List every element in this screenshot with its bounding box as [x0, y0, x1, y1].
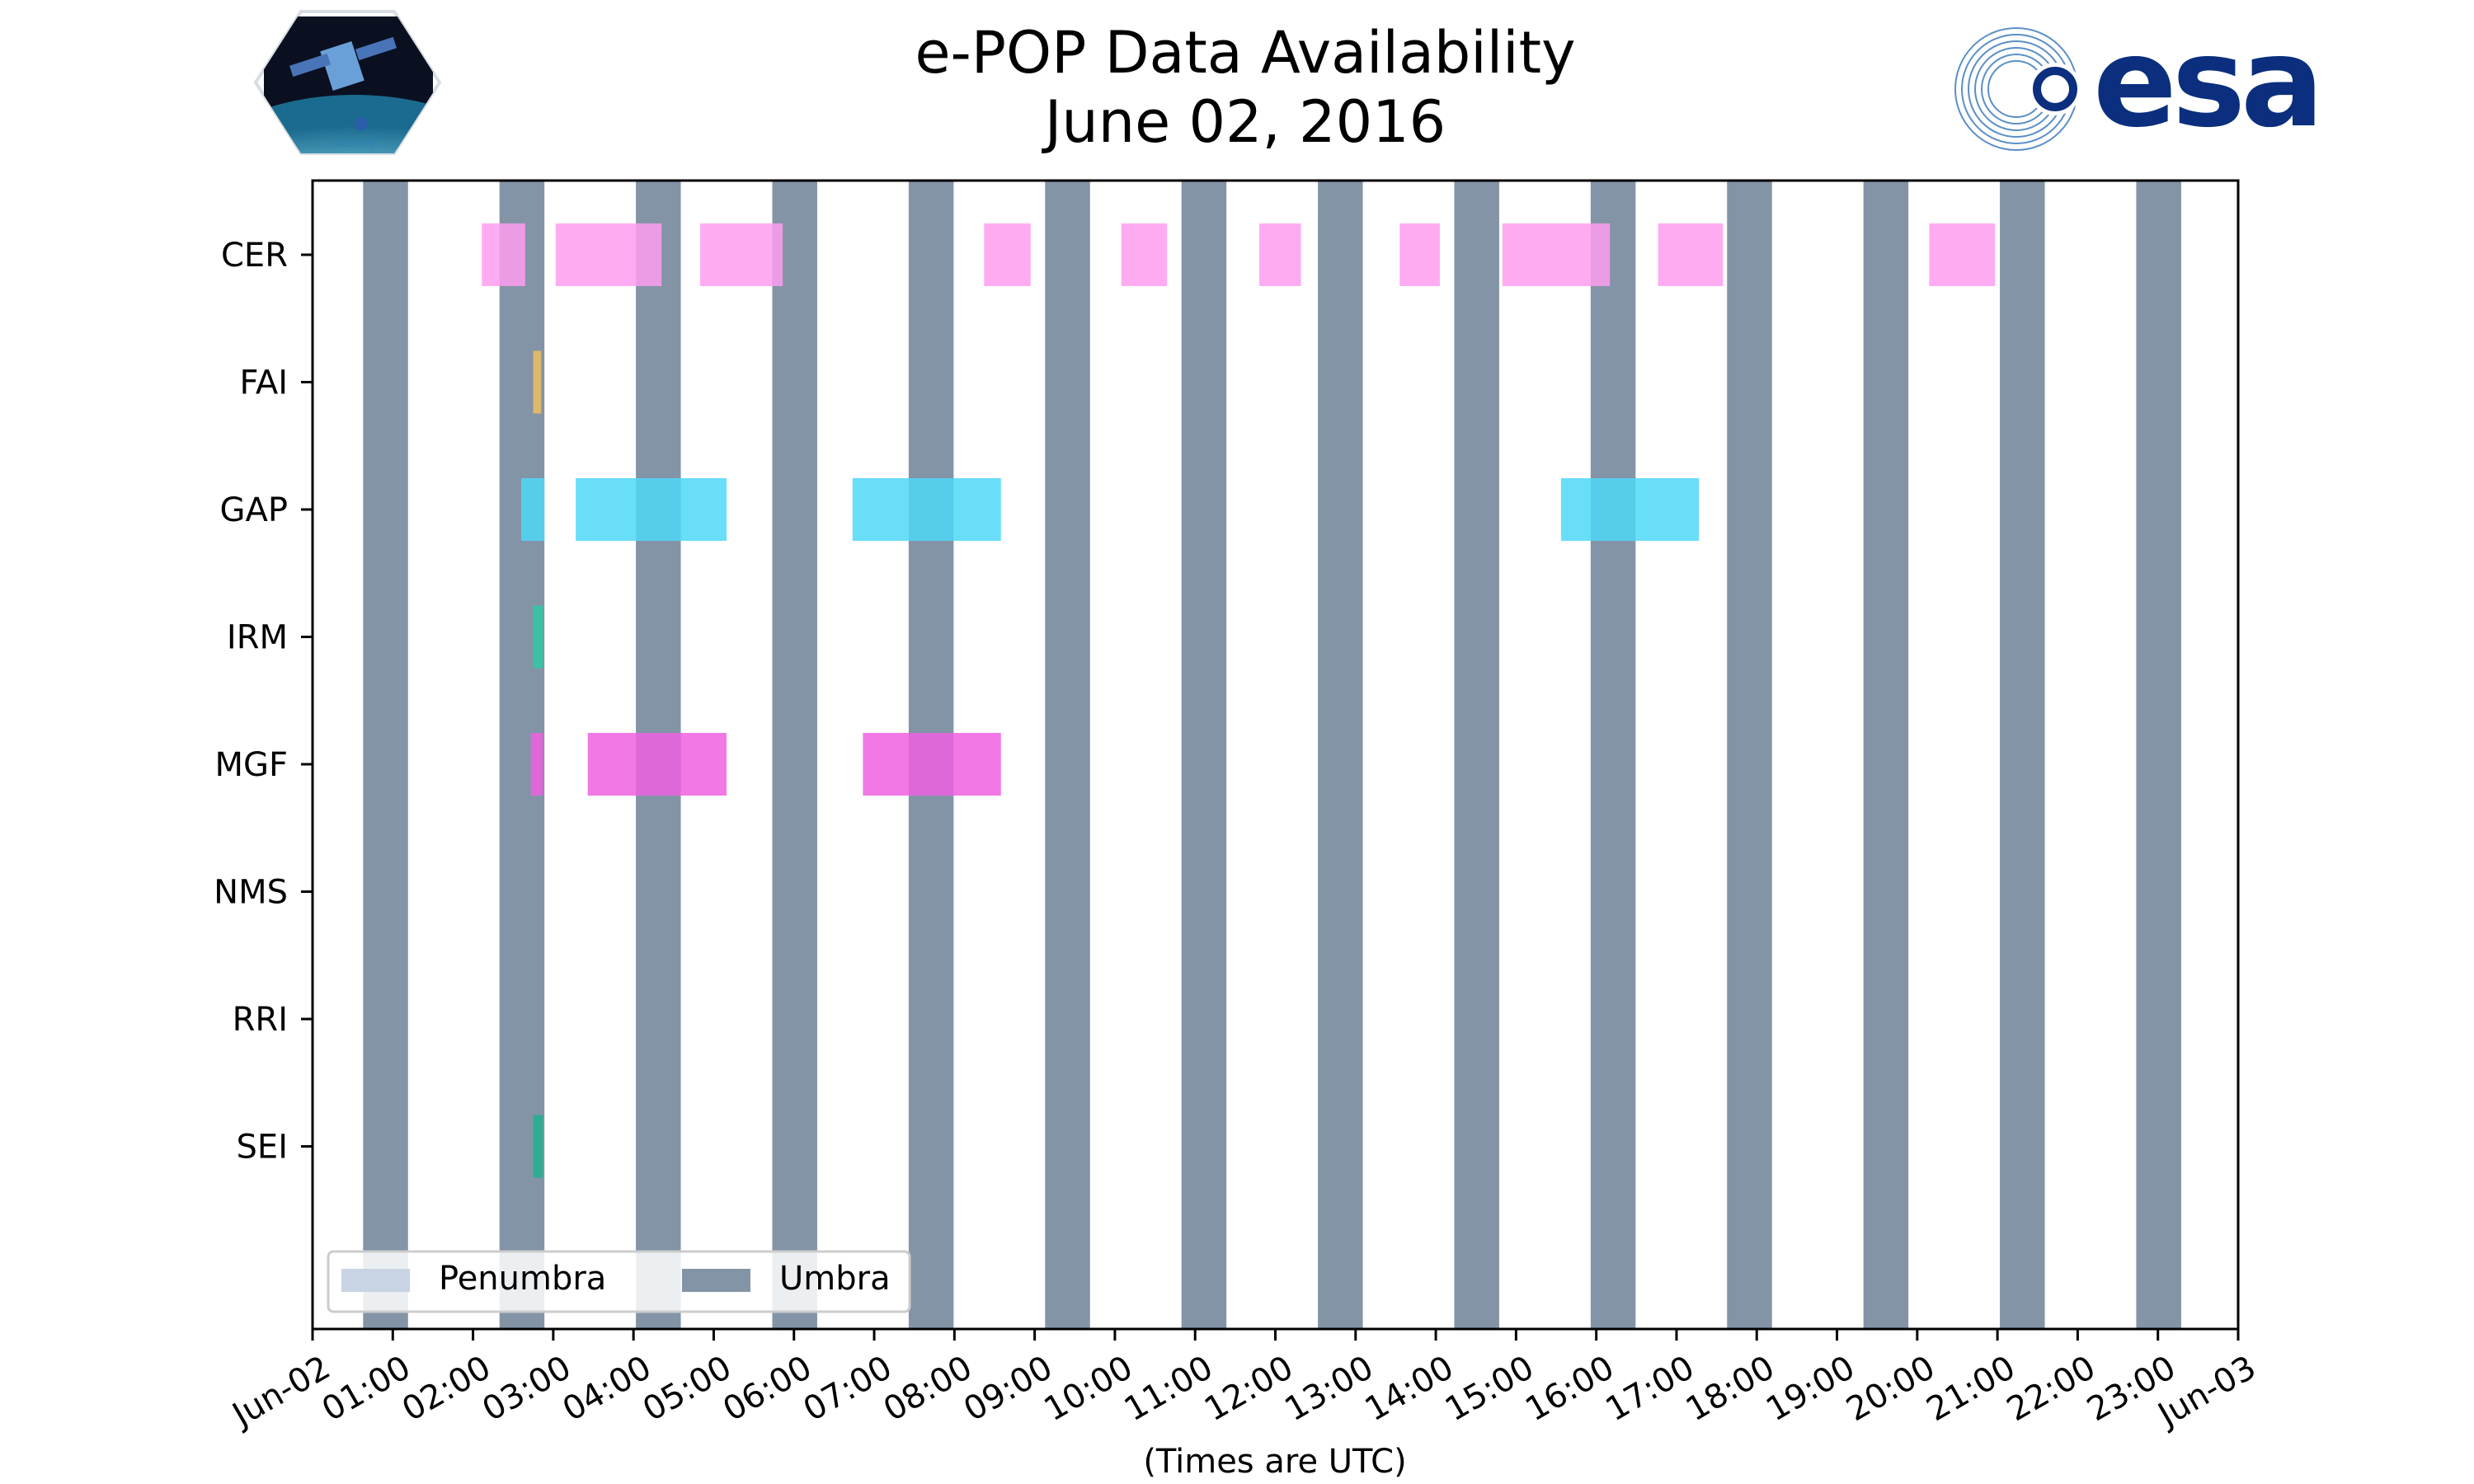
umbra-bar	[2000, 181, 2045, 1329]
x-tick-label: 12:00	[1198, 1349, 1300, 1429]
umbra-bar	[1590, 181, 1636, 1329]
x-tick-label: 11:00	[1118, 1349, 1220, 1429]
legend-box	[327, 1250, 911, 1313]
x-tick-label: 17:00	[1600, 1349, 1701, 1429]
availability-bar-sei	[533, 1115, 543, 1178]
x-tick-label: 15:00	[1439, 1349, 1540, 1429]
esa-logo-text: esa	[2093, 12, 2319, 155]
availability-bar-mgf	[530, 733, 543, 796]
availability-bar-cer	[1121, 223, 1168, 286]
umbra-bar	[1454, 181, 1499, 1329]
x-tick-label: 22:00	[2001, 1349, 2102, 1429]
y-tick-label-irm: IRM	[227, 619, 288, 657]
y-tick-label-mgf: MGF	[214, 746, 288, 784]
availability-bar-gap	[576, 478, 727, 541]
legend: Penumbra Umbra	[327, 1250, 911, 1313]
availability-bar-cer	[482, 223, 525, 286]
umbra-bar	[2136, 181, 2181, 1329]
x-tick-label: 20:00	[1840, 1349, 1941, 1429]
x-tick-label: 08:00	[877, 1349, 979, 1429]
availability-bar-fai	[533, 350, 542, 414]
availability-bar-cer	[1502, 223, 1611, 286]
umbra-bar	[1181, 181, 1227, 1329]
x-tick-label: 09:00	[957, 1349, 1059, 1429]
esa-logo-icon: esa	[1954, 12, 2324, 155]
x-axis-label: (Times are UTC)	[1143, 1443, 1406, 1481]
legend-label-penumbra: Penumbra	[439, 1260, 606, 1298]
availability-bar-gap	[852, 478, 1001, 541]
availability-bar-cer	[1259, 223, 1301, 286]
x-tick-label: 13:00	[1278, 1349, 1380, 1429]
y-tick-label-rri: RRI	[233, 1001, 288, 1039]
y-tick-label-sei: SEI	[237, 1129, 288, 1167]
x-tick-label: 07:00	[797, 1349, 899, 1429]
x-tick-label: 10:00	[1037, 1349, 1139, 1429]
x-tick-label: 21:00	[1921, 1349, 2022, 1429]
legend-swatch-penumbra	[341, 1269, 410, 1292]
x-tick-label: 19:00	[1760, 1349, 1861, 1429]
availability-bar-irm	[533, 605, 543, 669]
x-tick-label: 14:00	[1359, 1349, 1460, 1429]
chart-title: e-POP Data Availability	[915, 19, 1575, 87]
x-tick-label: 06:00	[717, 1349, 818, 1429]
y-tick-label-gap: GAP	[220, 491, 288, 529]
x-tick-label: 03:00	[476, 1349, 577, 1429]
availability-bar-gap	[1560, 478, 1700, 541]
availability-bar-gap	[520, 478, 545, 541]
x-tick-label: Jun-02	[224, 1349, 336, 1435]
availability-bar-mgf	[863, 733, 1001, 796]
cassiope-logo-text: CASSIOPE	[330, 139, 375, 149]
umbra-bar	[363, 181, 408, 1329]
chart-subtitle: June 02, 2016	[1042, 88, 1446, 156]
x-tick-label: 01:00	[316, 1349, 417, 1429]
y-tick-label-cer: CER	[221, 237, 288, 275]
availability-bar-cer	[699, 223, 783, 286]
legend-swatch-umbra	[682, 1269, 750, 1292]
x-tick-label: 18:00	[1680, 1349, 1781, 1429]
umbra-bar	[1727, 181, 1772, 1329]
availability-bar-cer	[1399, 223, 1440, 286]
x-tick-label: 04:00	[557, 1349, 658, 1429]
y-tick-label-nms: NMS	[214, 874, 288, 912]
availability-bar-cer	[1658, 223, 1724, 286]
availability-bar-mgf	[587, 733, 727, 796]
x-tick-label: 05:00	[637, 1349, 738, 1429]
umbra-bar	[1045, 181, 1090, 1329]
availability-bar-cer	[555, 223, 662, 286]
legend-label-umbra: Umbra	[779, 1260, 891, 1298]
umbra-bar	[772, 181, 817, 1329]
availability-bar-cer	[1929, 223, 1996, 286]
umbra-bar	[1318, 181, 1363, 1329]
y-tick-label-fai: FAI	[240, 364, 289, 402]
availability-bar-cer	[984, 223, 1031, 286]
x-tick-label: 16:00	[1519, 1349, 1620, 1429]
x-tick-label: 02:00	[396, 1349, 497, 1429]
umbra-bar	[1863, 181, 1909, 1329]
